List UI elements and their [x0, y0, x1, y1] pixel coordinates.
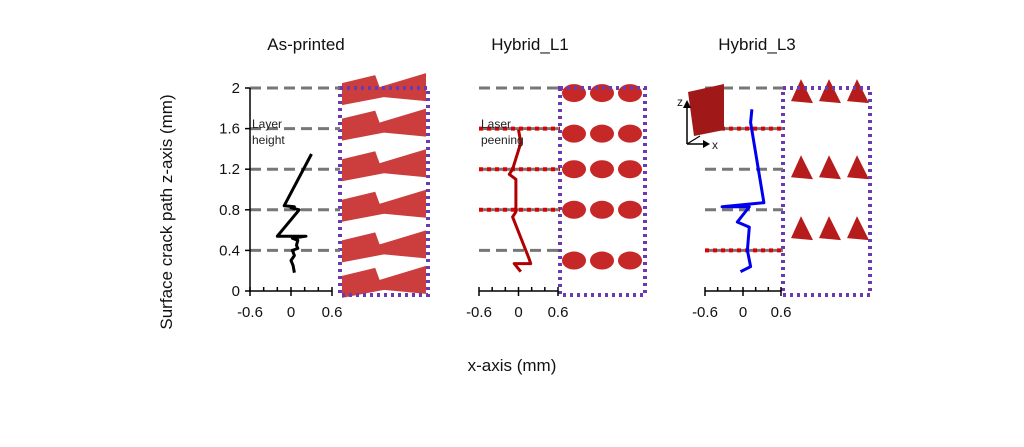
x-tick-label: 0.6 [322, 304, 343, 321]
crack-surface-blob [791, 79, 813, 104]
x-tick-label: -0.6 [692, 304, 718, 321]
x-tick-label: 0.6 [548, 304, 569, 321]
annotation-text: peening [481, 133, 524, 147]
y-tick-label: 1.2 [219, 161, 240, 178]
x-tick-label: -0.6 [466, 304, 492, 321]
annotation-text: Laser [481, 117, 511, 131]
annotation-text: height [252, 133, 285, 147]
annotation-x: x [712, 138, 718, 152]
crack-image-frame [558, 86, 647, 297]
crack-surface-blob [342, 189, 426, 222]
crack-path-line [275, 153, 313, 273]
crack-surface-blob [590, 251, 614, 270]
crack-surface-blob [562, 251, 586, 270]
crack-path-line [720, 109, 766, 274]
y-tick-label: 0.4 [219, 242, 240, 259]
x-tick-label: 0.6 [771, 304, 792, 321]
y-tick-label: 1.6 [219, 121, 240, 138]
crack-surface-blob [590, 200, 614, 219]
crack-surface-blob [562, 160, 586, 179]
y-arrow [686, 135, 701, 145]
panel-title: Hybrid_L1 [491, 35, 569, 54]
inset-3d-crack-image [688, 84, 724, 136]
y-tick-label: 2 [232, 80, 240, 97]
crack-surface-blob [562, 124, 586, 143]
z-arrowhead-icon [683, 100, 691, 108]
crack-surface-blob [342, 265, 426, 298]
crack-image-background [783, 88, 870, 295]
crack-surface-blob [618, 200, 642, 219]
crack-surface-blob [590, 124, 614, 143]
annotation-text: Layer [252, 117, 282, 131]
crack-surface-blob [819, 155, 841, 180]
crack-surface-blob [342, 230, 426, 263]
x-tick-label: 0 [514, 304, 522, 321]
crack-surface-blob [590, 160, 614, 179]
y-tick-label: 0 [232, 283, 240, 300]
crack-path-line [507, 129, 533, 273]
crack-image-frame [338, 86, 430, 297]
crack-surface-blob [847, 155, 869, 180]
crack-surface-blob [618, 160, 642, 179]
crack-image-frame [781, 86, 872, 297]
crack-surface-blob [791, 155, 813, 180]
panel-title: Hybrid_L3 [718, 35, 796, 54]
crack-surface-blob [819, 79, 841, 104]
crack-surface-blob [847, 79, 869, 104]
crack-surface-blob [791, 216, 813, 241]
x-axis-label: x-axis (mm) [468, 356, 557, 375]
crack-surface-blob [618, 251, 642, 270]
x-tick-label: -0.6 [237, 304, 263, 321]
x-arrowhead-icon [703, 140, 710, 148]
crack-surface-blob [342, 108, 426, 141]
crack-surface-blob [562, 200, 586, 219]
y-axis-label: Surface crack path z-axis (mm) [157, 94, 176, 329]
annotation-z: z [677, 95, 683, 109]
crack-surface-blob [847, 216, 869, 241]
crack-surface-blob [342, 149, 426, 182]
panel-title: As-printed [267, 35, 344, 54]
x-tick-label: 0 [739, 304, 747, 321]
x-tick-label: 0 [287, 304, 295, 321]
y-tick-label: 0.8 [219, 202, 240, 219]
crack-surface-blob [618, 124, 642, 143]
crack-surface-blob [819, 216, 841, 241]
